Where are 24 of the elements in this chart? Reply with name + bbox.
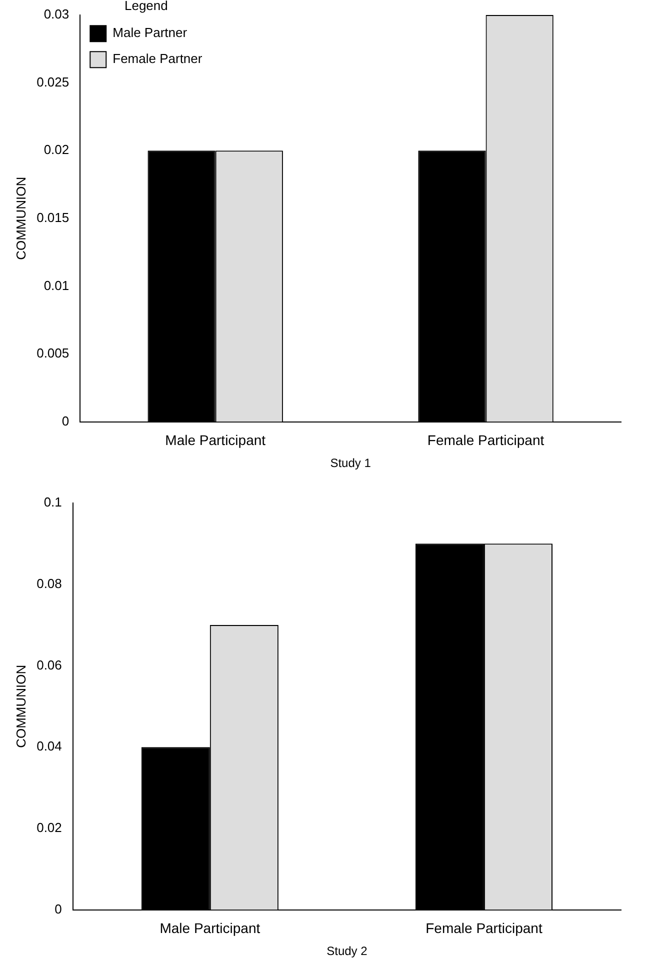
y-tick-label: 0.06 (36, 657, 62, 672)
x-tick-label: Male Participant (165, 432, 266, 448)
x-tick-label: Female Participant (426, 920, 542, 936)
y-tick-label: 0.03 (44, 6, 70, 22)
y-tick-label: 0.02 (36, 820, 62, 836)
y-tick-label: 0 (54, 901, 62, 916)
legend-title: Legend (124, 0, 168, 14)
y-tick-label: 0 (62, 413, 70, 428)
x-tick-label: Male Participant (160, 920, 260, 936)
y-tick-label: 0.08 (36, 576, 62, 591)
x-axis-title: Study 1 (330, 456, 372, 470)
y-tick-label: 0.025 (36, 74, 70, 90)
x-axis-title: Study 2 (326, 944, 368, 958)
y-tick-label: 0.01 (44, 278, 70, 293)
legend-label: Male Partner (112, 25, 188, 40)
y-tick-label: 0.04 (36, 738, 62, 754)
x-tick-label: Female Participant (427, 432, 544, 448)
y-axis-title: COMMUNION (13, 664, 28, 748)
y-tick-label: 0.015 (36, 210, 70, 225)
y-axis-title: COMMUNION (13, 176, 28, 260)
y-tick-label: 0.1 (44, 494, 62, 510)
legend-label: Female Partner (112, 51, 203, 66)
y-tick-label: 0.005 (36, 346, 70, 361)
y-tick-label: 0.02 (44, 142, 70, 158)
